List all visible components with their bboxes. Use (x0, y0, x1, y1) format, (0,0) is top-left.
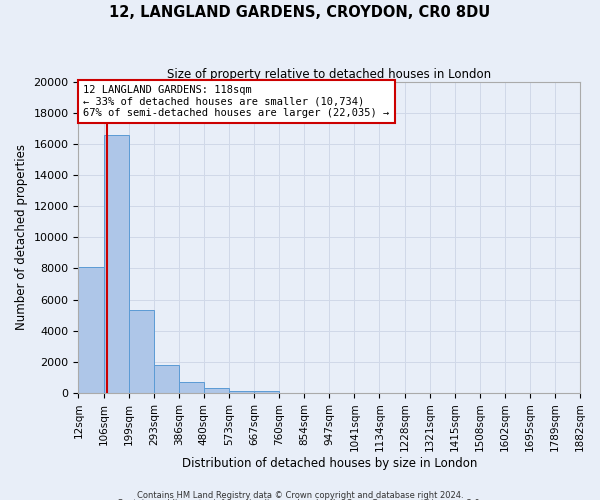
X-axis label: Distribution of detached houses by size in London: Distribution of detached houses by size … (182, 457, 477, 470)
Bar (179, 382, 204, 393)
Bar (254, 392, 279, 393)
Bar (229, 390, 254, 393)
Bar (204, 388, 229, 393)
Text: 12, LANGLAND GARDENS, CROYDON, CR0 8DU: 12, LANGLAND GARDENS, CROYDON, CR0 8DU (109, 5, 491, 20)
Bar (79, 267, 104, 393)
Y-axis label: Number of detached properties: Number of detached properties (15, 144, 28, 330)
Text: Contains HM Land Registry data © Crown copyright and database right 2024.: Contains HM Land Registry data © Crown c… (137, 490, 463, 500)
Title: Size of property relative to detached houses in London: Size of property relative to detached ho… (167, 68, 491, 80)
Text: 12 LANGLAND GARDENS: 118sqm
← 33% of detached houses are smaller (10,734)
67% of: 12 LANGLAND GARDENS: 118sqm ← 33% of det… (83, 85, 389, 118)
Bar (154, 365, 179, 393)
Bar (128, 310, 154, 393)
Bar (104, 134, 128, 393)
